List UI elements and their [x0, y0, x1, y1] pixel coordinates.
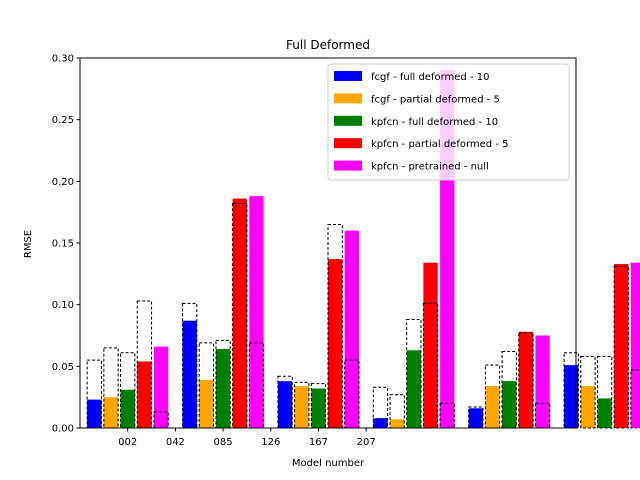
- bar-3-5: [614, 263, 629, 428]
- bar-3-2: [328, 259, 343, 428]
- ref-bar-4-2: [344, 359, 360, 429]
- x-tick-label-5: 207: [357, 437, 376, 448]
- ref-bar-2-5: [596, 355, 613, 429]
- bar-2-1: [215, 349, 231, 428]
- bar-1-0: [103, 397, 119, 428]
- bar-0-0: [87, 399, 102, 428]
- x-tick-label-1: 042: [166, 437, 185, 448]
- ref-bar-3-0: [136, 300, 153, 429]
- y-tick-label-3: 0.15: [52, 239, 74, 250]
- bar-4-5: [630, 262, 640, 428]
- bar-0-1: [182, 320, 197, 428]
- legend-label-3: kpfcn - partial deformed - 5: [371, 139, 508, 150]
- legend-label-2: kpfcn - full deformed - 10: [371, 117, 498, 128]
- x-axis: 002 042 085 126 167 207: [118, 428, 376, 448]
- bar-3-3: [423, 262, 438, 428]
- bar-3-4: [518, 331, 534, 428]
- ref-bar-1-3: [389, 394, 405, 429]
- legend-label-4: kpfcn - pretrained - null: [371, 162, 489, 173]
- bar-2-4: [502, 381, 517, 428]
- bar-4-0: [153, 346, 169, 428]
- legend-swatch-1: [334, 93, 362, 104]
- bar-3-0: [137, 361, 152, 428]
- bar-0-3: [373, 418, 388, 428]
- legend-label-1: fcgf - partial deformed - 5: [371, 94, 500, 105]
- legend-label-0: fcgf - full deformed - 10: [371, 72, 489, 83]
- bar-2-3: [406, 350, 421, 428]
- legend-box: [327, 63, 570, 181]
- ref-bar-2-3: [406, 318, 422, 429]
- x-tick-label-0: 002: [118, 437, 137, 448]
- y-axis-label: RMSE: [23, 230, 34, 258]
- bar-4-4: [535, 335, 550, 428]
- ref-bar-3-2: [327, 224, 343, 429]
- y-axis: 0.00 0.05 0.10 0.15 0.20 0.25 0.30: [52, 54, 80, 435]
- bar-3-1: [232, 198, 247, 428]
- y-tick-label-4: 0.20: [52, 177, 74, 188]
- y-tick-label-0: 0.00: [52, 424, 74, 435]
- ref-bar-1-4: [484, 364, 501, 429]
- ref-bar-4-5: [630, 369, 640, 429]
- bar-2-2: [311, 388, 326, 428]
- ref-bar-2-1: [215, 339, 231, 429]
- bar-0-5: [564, 365, 579, 428]
- legend-swatch-2: [334, 115, 362, 126]
- bars-layer: [86, 70, 640, 429]
- x-tick-label-4: 167: [309, 437, 328, 448]
- bar-4-1: [249, 196, 264, 428]
- y-tick-label-6: 0.30: [52, 54, 74, 65]
- x-tick-label-2: 085: [214, 437, 233, 448]
- y-tick-label-1: 0.05: [52, 362, 74, 373]
- bar-2-5: [597, 398, 612, 428]
- chart-title: Full Deformed: [286, 38, 370, 52]
- bar-2-0: [120, 389, 135, 428]
- ref-bar-1-5: [580, 355, 596, 429]
- bar-1-5: [580, 386, 596, 428]
- legend-swatch-4: [334, 160, 362, 171]
- y-tick-label-2: 0.10: [52, 300, 74, 311]
- y-tick-label-5: 0.25: [52, 115, 74, 126]
- bar-1-4: [485, 386, 500, 428]
- legend-swatch-3: [334, 138, 362, 149]
- bar-0-4: [468, 408, 483, 428]
- legend: fcgf - full deformed - 10 fcgf - partial …: [327, 63, 570, 181]
- legend-swatch-0: [334, 71, 362, 81]
- bar-1-2: [294, 386, 309, 428]
- bar-0-2: [277, 381, 293, 428]
- x-axis-label: Model number: [292, 458, 365, 469]
- bar-4-2: [344, 230, 359, 428]
- ref-bar-0-0: [86, 359, 102, 429]
- x-tick-label-3: 126: [261, 437, 280, 448]
- bar-1-1: [199, 379, 214, 428]
- ref-bar-0-2: [277, 375, 293, 429]
- bar-1-3: [390, 419, 405, 428]
- ref-bar-3-5: [613, 265, 629, 429]
